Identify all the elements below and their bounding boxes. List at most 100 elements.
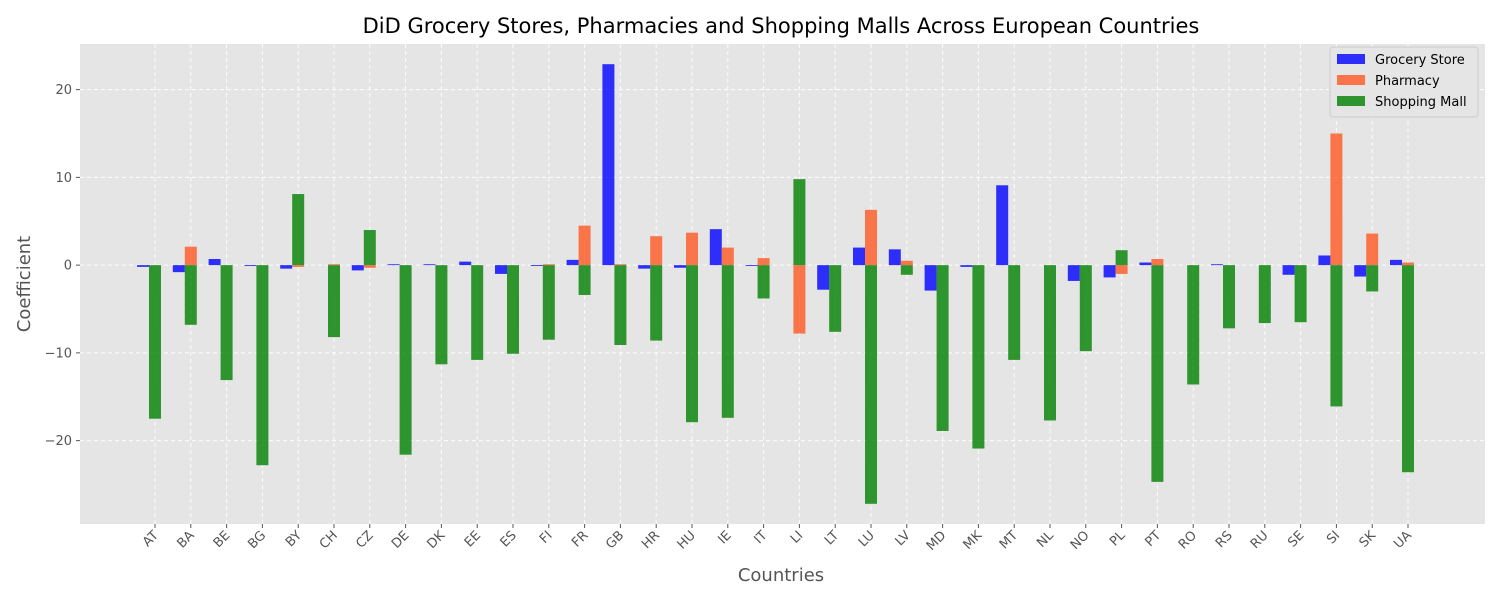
- x-tick-label: HR: [639, 528, 663, 552]
- x-tick-label: RO: [1176, 528, 1200, 552]
- bar-shopping-mall-gb: [614, 265, 627, 345]
- bar-shopping-mall-lv: [900, 265, 913, 275]
- x-tick-label: IE: [715, 528, 734, 547]
- y-tick-label: −20: [45, 434, 72, 449]
- chart-title: DiD Grocery Stores, Pharmacies and Shopp…: [363, 14, 1200, 38]
- x-tick-label: BA: [174, 528, 197, 551]
- bar-pharmacy-gb: [614, 264, 627, 266]
- x-tick-label: BY: [283, 528, 305, 550]
- bar-shopping-mall-se: [1294, 265, 1307, 323]
- bar-shopping-mall-sk: [1366, 265, 1379, 292]
- x-tick-label: MK: [961, 528, 986, 553]
- bar-grocery-store-fr: [566, 259, 579, 266]
- x-tick-label: ES: [498, 528, 520, 550]
- x-tick-label: RS: [1213, 528, 1236, 551]
- x-tick-label: UA: [1391, 528, 1415, 552]
- bar-shopping-mall-be: [220, 265, 233, 381]
- x-tick-label: PL: [1107, 528, 1129, 550]
- y-axis-label: Coefficient: [14, 236, 35, 333]
- bar-grocery-store-by: [280, 265, 293, 269]
- x-tick-label: AT: [140, 528, 162, 550]
- x-tick-label: CZ: [353, 528, 376, 551]
- bar-shopping-mall-ch: [328, 265, 340, 338]
- legend-label: Shopping Mall: [1375, 95, 1467, 110]
- bar-shopping-mall-mk: [972, 265, 985, 449]
- bar-shopping-mall-ro: [1187, 265, 1200, 385]
- bar-grocery-store-hu: [674, 265, 686, 268]
- bar-shopping-mall-it: [757, 265, 770, 299]
- bar-pharmacy-fi: [542, 264, 555, 266]
- y-tick-label: 20: [55, 83, 72, 98]
- bar-pharmacy-by: [292, 265, 305, 267]
- bar-shopping-mall-ba: [184, 265, 197, 325]
- bar-grocery-store-pt: [1139, 262, 1152, 266]
- bar-grocery-store-no: [1067, 265, 1080, 281]
- bar-shopping-mall-mt: [1008, 265, 1021, 360]
- bar-grocery-store-rs: [1211, 264, 1223, 266]
- bar-shopping-mall-pl: [1115, 250, 1128, 266]
- legend-label: Grocery Store: [1375, 53, 1465, 68]
- bar-shopping-mall-fr: [578, 265, 591, 295]
- legend: Grocery Store Pharmacy Shopping Mall: [1329, 46, 1479, 118]
- bar-grocery-store-fi: [530, 265, 543, 267]
- x-tick-label: EE: [462, 528, 484, 550]
- bar-shopping-mall-hu: [686, 265, 698, 423]
- x-tick-label: MT: [997, 528, 1021, 552]
- x-tick-labels: AT BA BE BG BY CH CZ DE DK EE ES FI FR GB HR HU IE IT LI LT…: [140, 524, 1415, 554]
- bar-pharmacy-si: [1330, 133, 1343, 266]
- bar-grocery-store-mt: [996, 185, 1009, 266]
- bar-grocery-store-ba: [172, 265, 185, 273]
- x-tick-label: DE: [389, 528, 413, 552]
- bar-pharmacy-hu: [686, 232, 698, 266]
- x-tick-label: LT: [822, 528, 842, 548]
- bar-pharmacy-it: [757, 258, 770, 266]
- x-tick-label: IT: [751, 528, 770, 547]
- y-tick-label: 10: [55, 171, 72, 186]
- x-tick-label: RU: [1248, 528, 1272, 552]
- x-tick-label: LV: [893, 528, 914, 549]
- x-tick-label: FI: [537, 528, 556, 547]
- bar-shopping-mall-bg: [256, 265, 269, 466]
- bar-grocery-store-lv: [888, 249, 901, 266]
- bar-pharmacy-ch: [328, 264, 340, 266]
- bar-grocery-store-gb: [602, 64, 615, 266]
- bar-grocery-store-de: [387, 264, 400, 266]
- bar-pharmacy-ua: [1402, 262, 1414, 266]
- bar-shopping-mall-lu: [865, 265, 877, 504]
- bar-shopping-mall-by: [292, 194, 305, 266]
- bar-pharmacy-ie: [721, 247, 734, 266]
- bar-pharmacy-pl: [1115, 265, 1128, 274]
- legend-swatch: [1337, 75, 1365, 85]
- bar-shopping-mall-si: [1330, 265, 1343, 407]
- bar-grocery-store-mk: [960, 265, 973, 267]
- bar-grocery-store-ee: [459, 261, 472, 266]
- bar-grocery-store-es: [495, 265, 507, 274]
- bar-grocery-store-lt: [817, 265, 830, 290]
- x-tick-label: BG: [245, 528, 269, 552]
- legend-box: [1329, 46, 1479, 118]
- bar-shopping-mall-no: [1079, 265, 1092, 352]
- bar-grocery-store-be: [208, 258, 221, 266]
- y-tick-label: −10: [45, 346, 72, 361]
- bar-grocery-store-ua: [1390, 259, 1402, 266]
- bar-shopping-mall-es: [507, 265, 519, 354]
- bar-grocery-store-se: [1282, 265, 1295, 275]
- x-tick-label: SE: [1285, 528, 1307, 550]
- x-tick-label: BE: [211, 528, 234, 551]
- bar-shopping-mall-at: [149, 265, 161, 419]
- bar-pharmacy-pt: [1151, 258, 1164, 266]
- bars: [137, 64, 1414, 504]
- bar-grocery-store-md: [924, 265, 937, 291]
- x-tick-label: NL: [1034, 528, 1057, 551]
- x-tick-label: FR: [569, 528, 591, 550]
- bar-shopping-mall-ru: [1258, 265, 1271, 324]
- bar-pharmacy-lu: [865, 209, 877, 266]
- legend-label: Pharmacy: [1375, 74, 1440, 89]
- bar-shopping-mall-li: [793, 179, 806, 266]
- bar-pharmacy-lv: [900, 260, 913, 266]
- bar-shopping-mall-pt: [1151, 265, 1164, 482]
- bar-grocery-store-cz: [351, 265, 364, 271]
- bar-grocery-store-lu: [853, 247, 865, 266]
- bar-shopping-mall-ee: [471, 265, 484, 360]
